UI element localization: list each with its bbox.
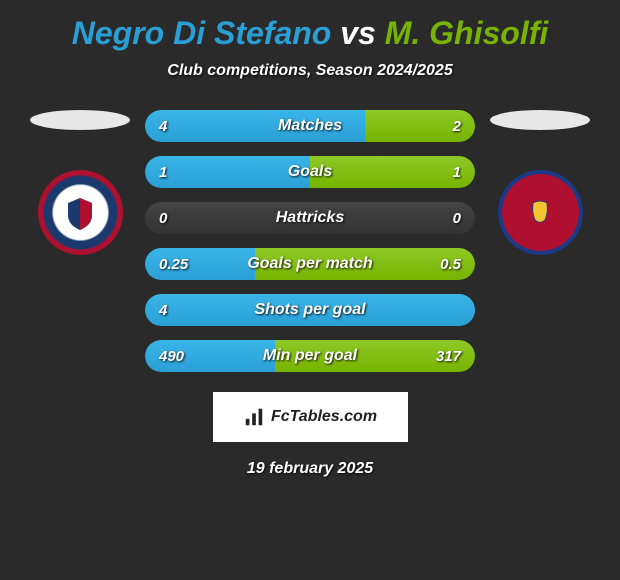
right-side: [490, 110, 590, 255]
subtitle: Club competitions, Season 2024/2025: [0, 62, 620, 80]
chart-icon: [243, 406, 265, 428]
stat-label: Matches: [145, 117, 475, 135]
stat-value-right: 2: [453, 118, 461, 135]
infographic-root: Negro Di Stefano vs M. Ghisolfi Club com…: [0, 0, 620, 580]
player2-name: M. Ghisolfi: [385, 15, 549, 51]
player1-crest: [38, 170, 123, 255]
stat-label: Shots per goal: [145, 301, 475, 319]
stat-label: Min per goal: [145, 347, 475, 365]
brand-badge: FcTables.com: [213, 392, 408, 442]
footer-date: 19 february 2025: [0, 460, 620, 478]
stat-bars: 4Matches2 1Goals1 0Hattricks0 0.25Goals per…: [145, 110, 475, 372]
stat-value-right: 317: [436, 348, 461, 365]
player2-silhouette: [490, 110, 590, 130]
player1-silhouette: [30, 110, 130, 130]
stat-bar: 490Min per goal317: [145, 340, 475, 372]
stat-bar: 0.25Goals per match0.5: [145, 248, 475, 280]
stat-bar: 4Shots per goal: [145, 294, 475, 326]
stat-label: Goals: [145, 163, 475, 181]
main-content: 4Matches2 1Goals1 0Hattricks0 0.25Goals per…: [0, 110, 620, 372]
stat-label: Goals per match: [145, 255, 475, 273]
stat-value-right: 0.5: [440, 256, 461, 273]
stat-bar: 0Hattricks0: [145, 202, 475, 234]
brand-text: FcTables.com: [271, 408, 377, 426]
stat-bar: 1Goals1: [145, 156, 475, 188]
crest-left-icon: [60, 193, 100, 233]
stat-label: Hattricks: [145, 209, 475, 227]
player2-crest: [498, 170, 583, 255]
player1-name: Negro Di Stefano: [72, 15, 332, 51]
left-side: [30, 110, 130, 255]
crest-right-icon: [523, 196, 557, 230]
stat-bar: 4Matches2: [145, 110, 475, 142]
page-title: Negro Di Stefano vs M. Ghisolfi: [0, 15, 620, 52]
stat-value-right: 1: [453, 164, 461, 181]
stat-value-right: 0: [453, 210, 461, 227]
vs-text: vs: [340, 15, 376, 51]
